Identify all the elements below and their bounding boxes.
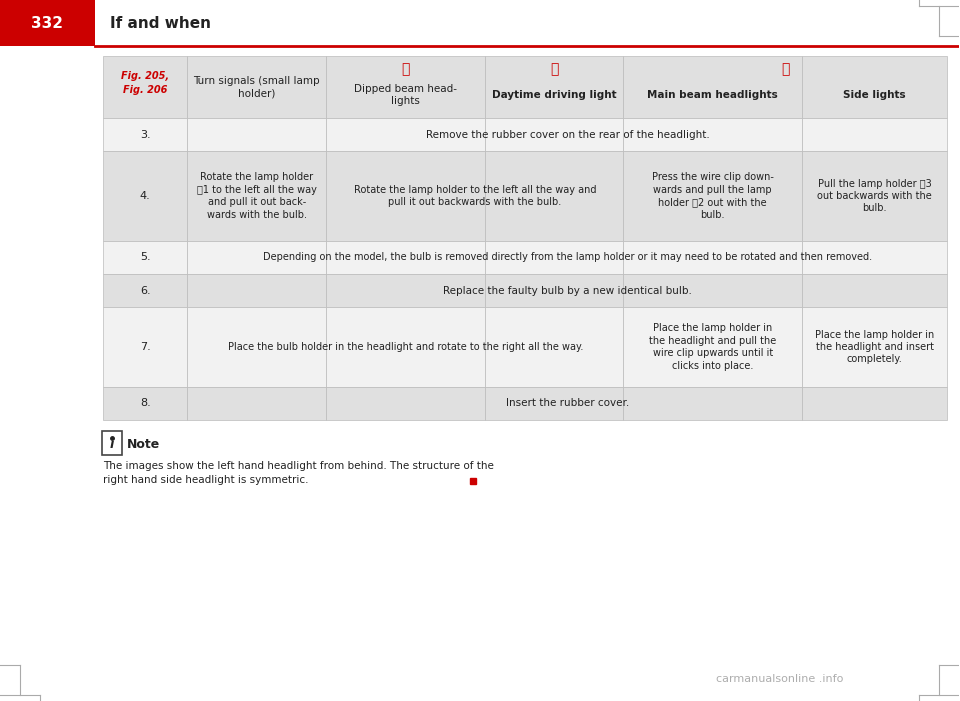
FancyBboxPatch shape — [485, 274, 623, 307]
Text: Fig. 205,
Fig. 206: Fig. 205, Fig. 206 — [121, 72, 169, 95]
FancyBboxPatch shape — [326, 241, 485, 274]
FancyBboxPatch shape — [326, 274, 485, 307]
FancyBboxPatch shape — [485, 56, 623, 118]
FancyBboxPatch shape — [623, 274, 803, 307]
Text: Place the lamp holder in
the headlight and insert
completely.: Place the lamp holder in the headlight a… — [815, 329, 934, 365]
FancyBboxPatch shape — [326, 387, 485, 420]
Text: 3.: 3. — [140, 130, 151, 139]
FancyBboxPatch shape — [103, 307, 187, 387]
FancyBboxPatch shape — [187, 151, 326, 241]
Text: Press the wire clip down-
wards and pull the lamp
holder ␲2 out with the
bulb.: Press the wire clip down- wards and pull… — [652, 172, 774, 219]
FancyBboxPatch shape — [187, 387, 326, 420]
FancyBboxPatch shape — [326, 56, 485, 118]
Text: 5.: 5. — [140, 252, 151, 262]
Text: If and when: If and when — [110, 15, 211, 31]
Text: Rotate the lamp holder to the left all the way and
pull it out backwards with th: Rotate the lamp holder to the left all t… — [353, 185, 596, 207]
Text: 332: 332 — [31, 15, 63, 31]
FancyBboxPatch shape — [326, 151, 485, 241]
FancyBboxPatch shape — [623, 241, 803, 274]
FancyBboxPatch shape — [187, 118, 326, 151]
FancyBboxPatch shape — [485, 151, 623, 241]
Text: Remove the rubber cover on the rear of the headlight.: Remove the rubber cover on the rear of t… — [425, 130, 709, 139]
Text: Side lights: Side lights — [844, 90, 906, 100]
FancyBboxPatch shape — [103, 241, 187, 274]
Text: Main beam headlights: Main beam headlights — [647, 90, 778, 100]
FancyBboxPatch shape — [103, 387, 187, 420]
FancyBboxPatch shape — [102, 431, 122, 455]
FancyBboxPatch shape — [187, 307, 326, 387]
FancyBboxPatch shape — [803, 387, 948, 420]
FancyBboxPatch shape — [485, 118, 623, 151]
Text: Ⓑ: Ⓑ — [550, 62, 559, 76]
Text: Pull the lamp holder ␳3
out backwards with the
bulb.: Pull the lamp holder ␳3 out backwards wi… — [817, 179, 932, 213]
FancyBboxPatch shape — [187, 56, 326, 118]
FancyBboxPatch shape — [803, 274, 948, 307]
FancyBboxPatch shape — [623, 151, 803, 241]
Text: 6.: 6. — [140, 285, 151, 296]
Text: Replace the faulty bulb by a new identical bulb.: Replace the faulty bulb by a new identic… — [443, 285, 692, 296]
Text: Ⓒ: Ⓒ — [781, 62, 789, 76]
Text: Place the bulb holder in the headlight and rotate to the right all the way.: Place the bulb holder in the headlight a… — [228, 342, 583, 352]
Text: 7.: 7. — [140, 342, 151, 352]
FancyBboxPatch shape — [623, 387, 803, 420]
FancyBboxPatch shape — [803, 151, 948, 241]
Text: The images show the left hand headlight from behind. The structure of the
right : The images show the left hand headlight … — [103, 461, 493, 485]
FancyBboxPatch shape — [187, 274, 326, 307]
Text: carmanualsonline .info: carmanualsonline .info — [716, 674, 843, 684]
FancyBboxPatch shape — [485, 241, 623, 274]
FancyBboxPatch shape — [0, 0, 95, 46]
Text: Depending on the model, the bulb is removed directly from the lamp holder or it : Depending on the model, the bulb is remo… — [263, 252, 872, 262]
FancyBboxPatch shape — [326, 118, 485, 151]
FancyBboxPatch shape — [803, 118, 948, 151]
FancyBboxPatch shape — [326, 307, 485, 387]
Text: Rotate the lamp holder
␱1 to the left all the way
and pull it out back-
wards wi: Rotate the lamp holder ␱1 to the left al… — [197, 172, 317, 219]
FancyBboxPatch shape — [103, 274, 187, 307]
FancyBboxPatch shape — [803, 241, 948, 274]
FancyBboxPatch shape — [485, 387, 623, 420]
Text: Insert the rubber cover.: Insert the rubber cover. — [506, 398, 629, 409]
Text: Daytime driving light: Daytime driving light — [492, 90, 616, 100]
FancyBboxPatch shape — [803, 56, 948, 118]
FancyBboxPatch shape — [623, 307, 803, 387]
FancyBboxPatch shape — [103, 56, 187, 118]
Text: Turn signals (small lamp
holder): Turn signals (small lamp holder) — [194, 76, 321, 98]
Text: i: i — [109, 437, 114, 451]
FancyBboxPatch shape — [103, 151, 187, 241]
FancyBboxPatch shape — [623, 118, 803, 151]
Text: Ⓐ: Ⓐ — [401, 62, 410, 76]
FancyBboxPatch shape — [485, 307, 623, 387]
Text: 4.: 4. — [140, 191, 151, 201]
Text: Place the lamp holder in
the headlight and pull the
wire clip upwards until it
c: Place the lamp holder in the headlight a… — [649, 323, 777, 371]
FancyBboxPatch shape — [187, 241, 326, 274]
FancyBboxPatch shape — [623, 56, 803, 118]
Text: Note: Note — [127, 437, 160, 451]
Text: Dipped beam head-
lights: Dipped beam head- lights — [354, 84, 457, 106]
Text: 8.: 8. — [140, 398, 151, 409]
FancyBboxPatch shape — [803, 307, 948, 387]
FancyBboxPatch shape — [103, 118, 187, 151]
